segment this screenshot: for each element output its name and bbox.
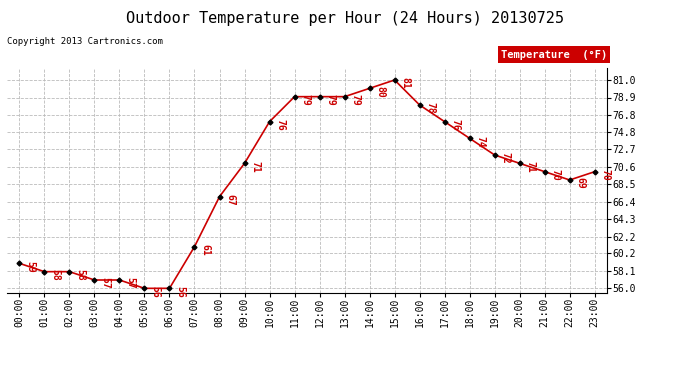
- Text: 58: 58: [75, 269, 85, 280]
- Text: 58: 58: [50, 269, 60, 280]
- Text: 56: 56: [175, 285, 185, 297]
- Text: Temperature  (°F): Temperature (°F): [501, 50, 607, 60]
- Text: 79: 79: [325, 94, 335, 106]
- Text: 70: 70: [550, 169, 560, 181]
- Text: 78: 78: [425, 102, 435, 114]
- Text: 57: 57: [125, 277, 135, 289]
- Text: 69: 69: [575, 177, 585, 189]
- Text: 71: 71: [525, 160, 535, 172]
- Text: 59: 59: [25, 261, 35, 272]
- Text: 79: 79: [350, 94, 360, 106]
- Text: 81: 81: [400, 77, 410, 89]
- Text: 72: 72: [500, 152, 510, 164]
- Text: 76: 76: [275, 119, 285, 130]
- Text: 57: 57: [100, 277, 110, 289]
- Text: 80: 80: [375, 86, 385, 97]
- Text: Outdoor Temperature per Hour (24 Hours) 20130725: Outdoor Temperature per Hour (24 Hours) …: [126, 11, 564, 26]
- Text: Copyright 2013 Cartronics.com: Copyright 2013 Cartronics.com: [7, 38, 163, 46]
- Text: 71: 71: [250, 160, 260, 172]
- Text: 76: 76: [450, 119, 460, 130]
- Text: 67: 67: [225, 194, 235, 206]
- Text: 56: 56: [150, 285, 160, 297]
- Text: 61: 61: [200, 244, 210, 256]
- Text: 74: 74: [475, 135, 485, 147]
- Text: 70: 70: [600, 169, 610, 181]
- Text: 79: 79: [300, 94, 310, 106]
